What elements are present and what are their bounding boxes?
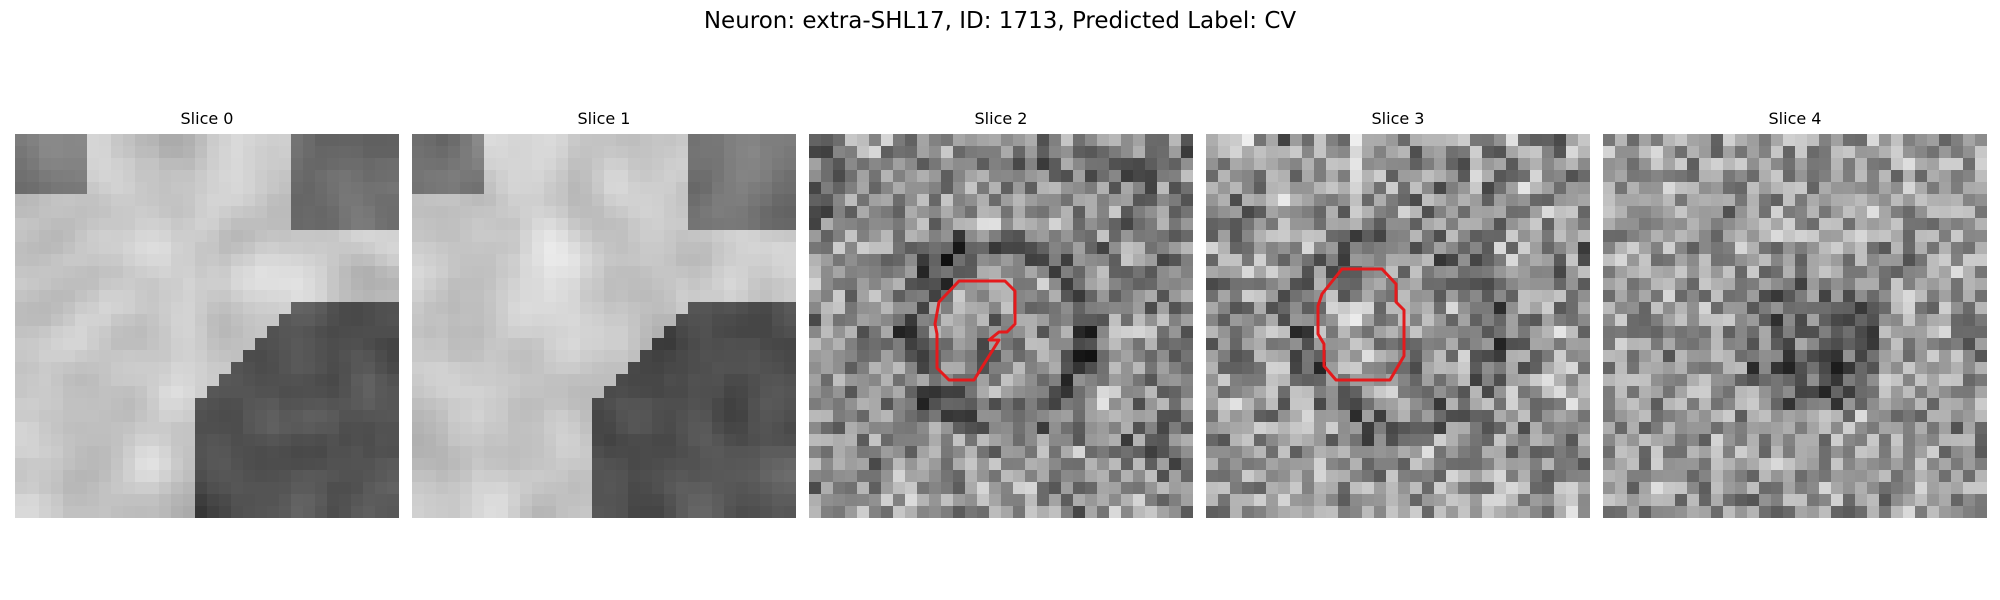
image-slice-1 (412, 134, 796, 518)
panel-title-slice-2: Slice 2 (974, 109, 1028, 128)
panel-title-slice-4: Slice 4 (1768, 109, 1822, 128)
image-slice-0 (15, 134, 399, 518)
image-slice-3 (1206, 134, 1590, 518)
figure-title: Neuron: extra-SHL17, ID: 1713, Predicted… (703, 8, 1297, 34)
panel-title-slice-3: Slice 3 (1371, 109, 1425, 128)
panel-title-slice-0: Slice 0 (180, 109, 234, 128)
segmentation-contour (1316, 267, 1406, 382)
image-slice-4 (1603, 134, 1987, 518)
image-slice-2 (809, 134, 1193, 518)
segmentation-contour (933, 279, 1017, 382)
panel-title-slice-1: Slice 1 (577, 109, 631, 128)
